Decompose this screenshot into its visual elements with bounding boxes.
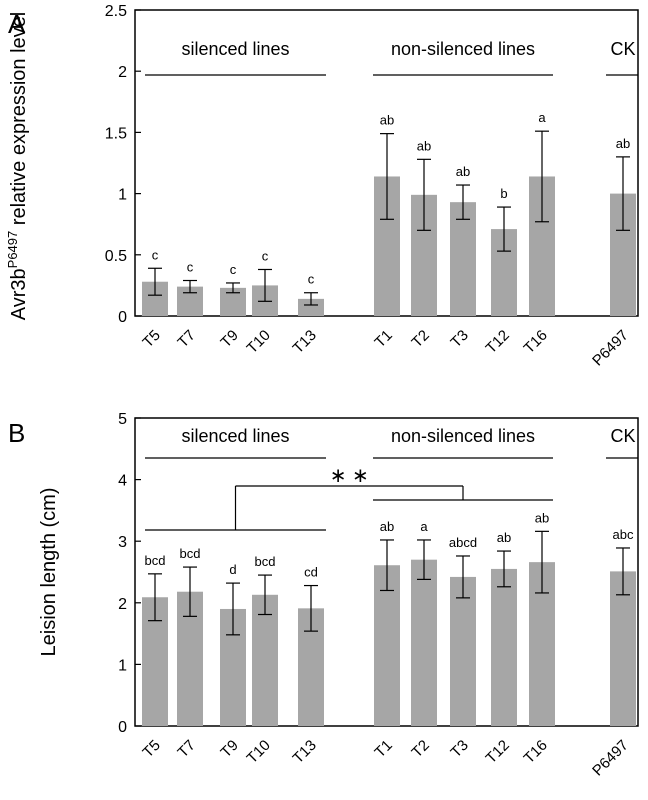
significance-letter: abcd (449, 535, 477, 550)
x-tick-label: T16 (521, 327, 551, 357)
x-tick-label: T2 (408, 737, 432, 761)
y-axis-label: Avr3bP6497 relative expression level (5, 12, 30, 320)
y-tick-label: 0 (118, 309, 127, 326)
y-tick-label: 1.5 (105, 125, 127, 142)
significance-letter: c (230, 262, 237, 277)
significance-letter: c (308, 272, 315, 287)
y-axis-label: Leision length (cm) (38, 488, 60, 657)
x-tick-label: T5 (139, 737, 163, 761)
y-tick-label: 2.5 (105, 3, 127, 20)
group-label: non-silenced lines (391, 39, 535, 59)
group-label: silenced lines (181, 426, 289, 446)
bar (252, 594, 278, 726)
group-label: non-silenced lines (391, 426, 535, 446)
significance-letter: ab (380, 519, 394, 534)
bar (450, 202, 476, 316)
y-tick-label: 5 (118, 411, 127, 428)
x-tick-label: T10 (244, 327, 274, 357)
x-tick-label: T7 (174, 327, 198, 351)
bar (450, 576, 476, 726)
y-axis-label-rest: relative expression level (8, 12, 30, 231)
significance-letter: c (152, 247, 159, 262)
bar (298, 298, 324, 316)
significance-letter: c (187, 260, 194, 275)
significance-letter: bcd (145, 553, 166, 568)
chart-panel-b: B 0 1 2 3 4 5 Leision length (cm) bcd T5 bcd T7 d T9 b… (8, 411, 639, 780)
x-tick-label: T3 (447, 737, 471, 761)
x-tick-label: T10 (244, 737, 274, 767)
y-tick-label: 1 (118, 187, 127, 204)
group-label: silenced lines (181, 39, 289, 59)
y-tick-label: 2 (118, 596, 127, 613)
x-tick-label: P6497 (589, 737, 632, 780)
y-tick-label: 0 (118, 719, 127, 736)
significance-letter: b (500, 186, 507, 201)
x-tick-label: T9 (217, 737, 241, 761)
x-tick-label: T1 (371, 327, 395, 351)
significance-letter: ab (497, 530, 511, 545)
x-tick-label: T3 (447, 327, 471, 351)
significance-letter: cd (304, 565, 318, 580)
significance-letter: abc (613, 527, 634, 542)
x-tick-label: T13 (290, 737, 320, 767)
y-axis-label-main: Avr3b (8, 268, 30, 320)
significance-stars: ∗ ∗ (330, 465, 369, 487)
bar (491, 568, 517, 726)
group-label: CK (610, 39, 635, 59)
significance-letter: bcd (180, 546, 201, 561)
y-tick-label: 0.5 (105, 248, 127, 265)
y-tick-label: 1 (118, 657, 127, 674)
panel-letter: B (8, 418, 25, 448)
significance-letter: c (262, 248, 269, 263)
x-tick-label: T1 (371, 737, 395, 761)
y-tick-label: 4 (118, 473, 127, 490)
x-tick-label: P6497 (589, 327, 632, 370)
bar (411, 559, 437, 726)
x-tick-label: T16 (521, 737, 551, 767)
x-tick-label: T12 (483, 327, 513, 357)
x-tick-label: T7 (174, 737, 198, 761)
significance-letter: a (420, 519, 428, 534)
x-tick-label: T13 (290, 327, 320, 357)
bar (374, 565, 400, 726)
significance-letter: ab (456, 164, 470, 179)
significance-letter: a (538, 110, 546, 125)
significance-letter: ab (616, 136, 630, 151)
x-tick-label: T5 (139, 327, 163, 351)
significance-letter: ab (417, 138, 431, 153)
significance-letter: ab (380, 113, 394, 128)
significance-letter: ab (535, 510, 549, 525)
x-tick-label: T9 (217, 327, 241, 351)
significance-letter: bcd (255, 554, 276, 569)
panel-letter: A (8, 9, 26, 39)
bar (610, 571, 636, 726)
group-label: CK (610, 426, 635, 446)
x-tick-label: T12 (483, 737, 513, 767)
significance-letter: d (229, 562, 236, 577)
y-tick-label: 2 (118, 64, 127, 81)
y-axis-label-superscript: P6497 (5, 231, 20, 269)
x-tick-label: T2 (408, 327, 432, 351)
y-tick-label: 3 (118, 534, 127, 551)
